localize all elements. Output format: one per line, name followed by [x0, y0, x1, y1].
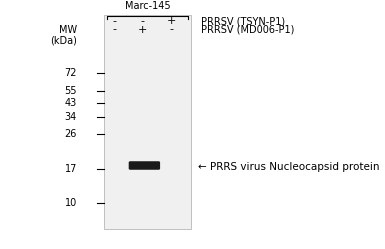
Text: 72: 72: [64, 68, 77, 78]
Text: ← PRRS virus Nucleocapsid protein: ← PRRS virus Nucleocapsid protein: [198, 162, 379, 172]
Text: +: +: [138, 25, 147, 35]
Text: Marc-145: Marc-145: [125, 1, 170, 11]
Text: -: -: [141, 16, 145, 26]
Text: -: -: [169, 25, 173, 35]
Text: PRRSV (TSYN-P1): PRRSV (TSYN-P1): [201, 16, 285, 26]
Text: MW: MW: [59, 25, 77, 35]
Text: 17: 17: [65, 164, 77, 174]
FancyBboxPatch shape: [104, 15, 191, 230]
Text: 34: 34: [65, 112, 77, 122]
Text: -: -: [112, 16, 117, 26]
Text: -: -: [112, 25, 117, 35]
Text: (kDa): (kDa): [50, 36, 77, 46]
Text: 43: 43: [65, 98, 77, 108]
Text: PRRSV (MD006-P1): PRRSV (MD006-P1): [201, 25, 294, 35]
Text: 10: 10: [65, 198, 77, 208]
Text: 26: 26: [65, 129, 77, 139]
FancyBboxPatch shape: [129, 161, 160, 170]
Text: 55: 55: [64, 86, 77, 96]
Text: +: +: [166, 16, 176, 26]
